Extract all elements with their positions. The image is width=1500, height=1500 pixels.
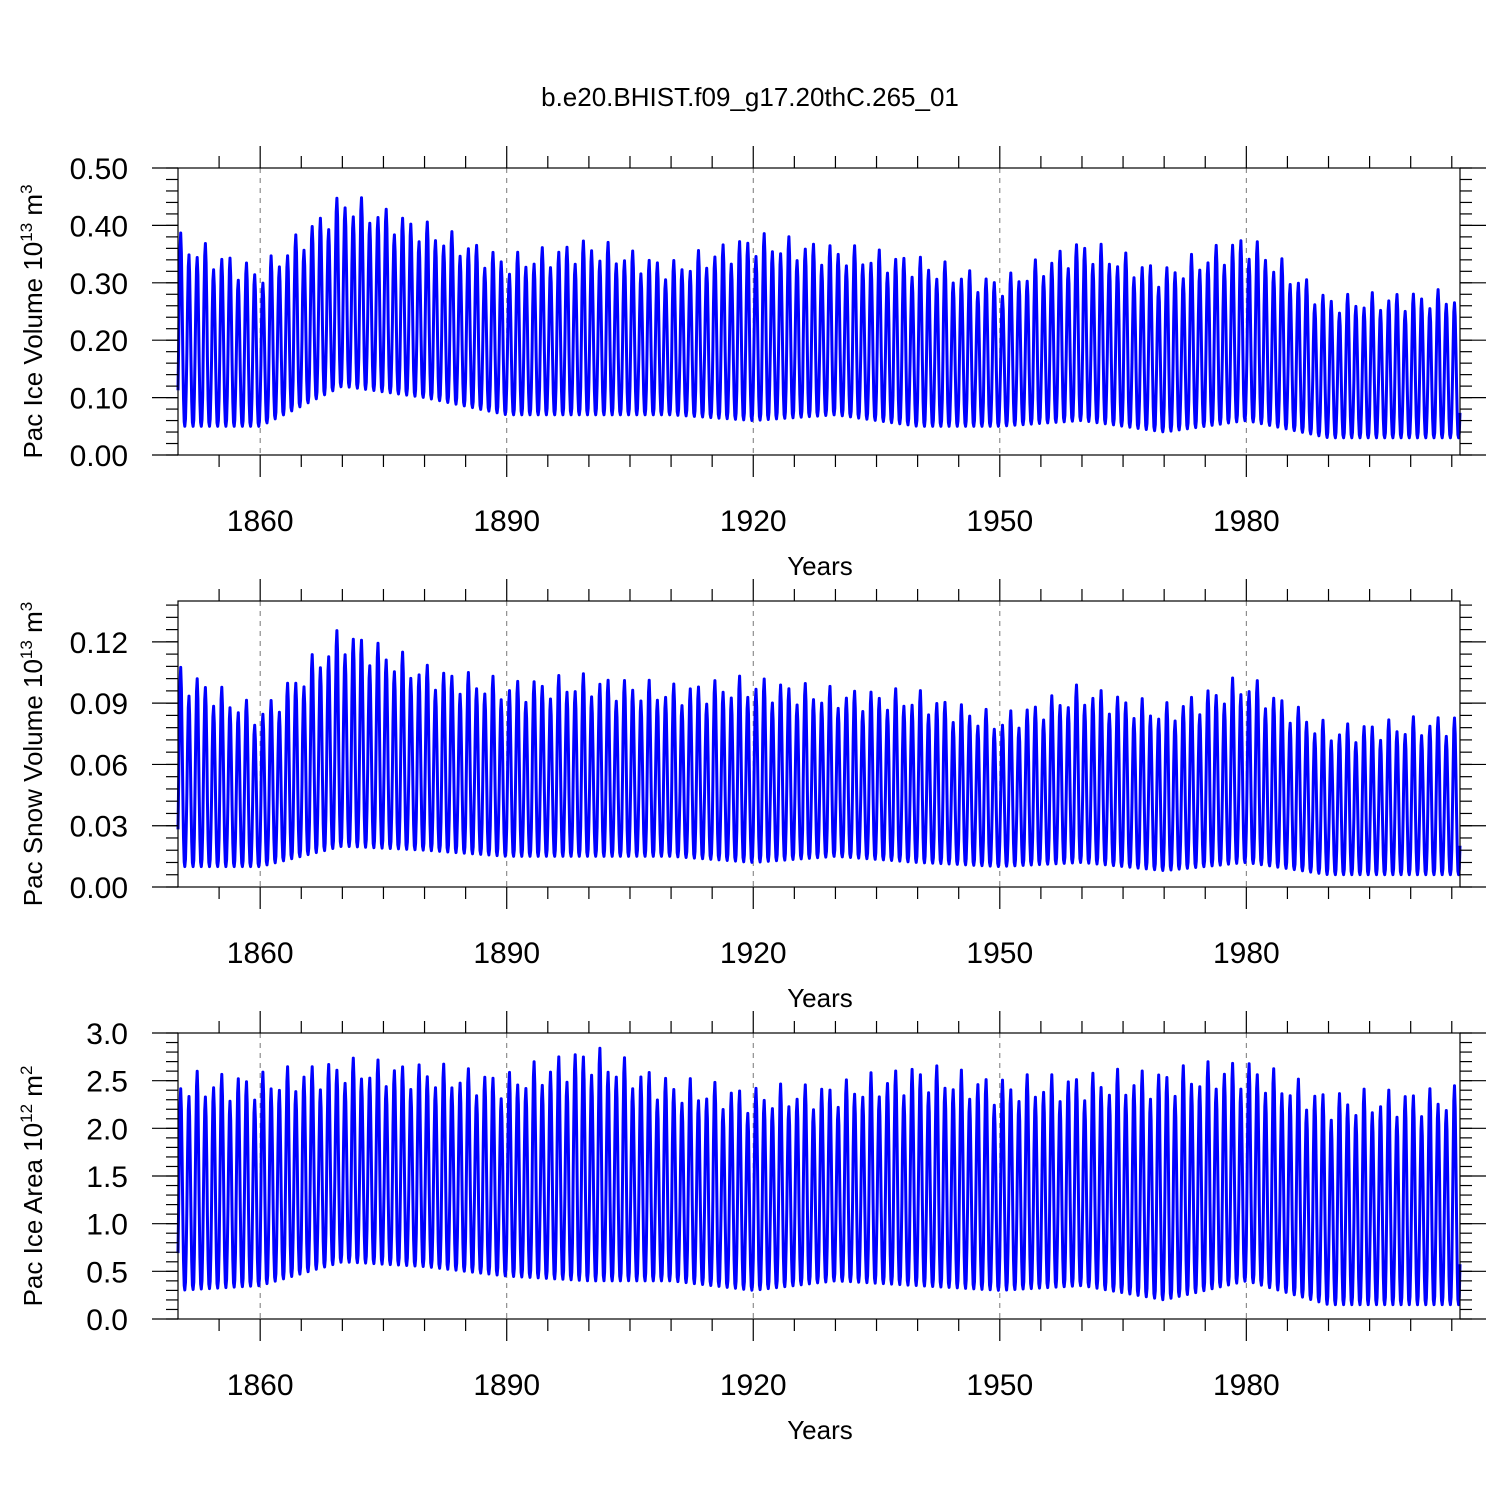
x-tick-label: 1890 (473, 505, 540, 538)
y-tick-label: 0.00 (70, 440, 128, 473)
y-tick-label: 1.0 (86, 1209, 128, 1242)
y-axis-title: Pac Ice Volume 1013 m3 (17, 184, 48, 458)
y-tick-label: 0.30 (70, 268, 128, 301)
panel-3: 0.0 0.5 1.0 1.5 2.0 2.5 3.0 1860 1890 1920 1950 198… (17, 1011, 1486, 1445)
y-tick-label: 0.09 (70, 688, 128, 721)
plot-frame (177, 600, 1461, 888)
y-tick-label: 0.50 (70, 153, 128, 186)
y-tick-label: 0.5 (86, 1256, 128, 1289)
x-tick-label: 1920 (720, 1369, 787, 1402)
y-tick-label: 0.06 (70, 749, 128, 782)
x-tick-label: 1980 (1213, 1369, 1280, 1402)
y-tick-label: 0.12 (70, 627, 128, 660)
x-tick-label: 1950 (966, 937, 1033, 970)
series-line (176, 196, 1462, 440)
x-tick-label: 1890 (473, 1369, 540, 1402)
y-tick-label: 0.0 (86, 1304, 128, 1337)
x-axis-title: Years (787, 1415, 853, 1445)
plot-frame (177, 167, 1461, 456)
y-tick-label: 0.20 (70, 325, 128, 358)
y-tick-label: 0.00 (70, 872, 128, 905)
y-tick-label: 0.10 (70, 383, 128, 416)
x-axis-title: Years (787, 983, 853, 1013)
x-tick-label: 1950 (966, 505, 1033, 538)
panel-2: 0.00 0.03 0.06 0.09 0.12 1860 1890 1920 1950 1980… (17, 579, 1486, 1013)
x-tick-label: 1860 (227, 937, 294, 970)
y-tick-label: 2.5 (86, 1066, 128, 1099)
x-tick-label: 1890 (473, 937, 540, 970)
x-tick-label: 1860 (227, 1369, 294, 1402)
x-tick-label: 1980 (1213, 505, 1280, 538)
y-axis-title: Pac Ice Area 1012 m2 (17, 1066, 48, 1307)
y-tick-label: 0.40 (70, 210, 128, 243)
y-tick-label: 2.0 (86, 1113, 128, 1146)
y-tick-label: 1.5 (86, 1161, 128, 1194)
x-tick-label: 1950 (966, 1369, 1033, 1402)
panel-1: 0.00 0.10 0.20 0.30 0.40 0.50 1860 1890 1920 1950… (17, 146, 1486, 581)
x-tick-label: 1860 (227, 505, 294, 538)
x-tick-label: 1920 (720, 937, 787, 970)
chart-title: b.e20.BHIST.f09_g17.20thC.265_01 (541, 82, 959, 112)
series-line (176, 1046, 1462, 1307)
x-tick-label: 1980 (1213, 937, 1280, 970)
x-axis-title: Years (787, 551, 853, 581)
series-line (176, 629, 1462, 877)
y-axis-title: Pac Snow Volume 1013 m3 (17, 602, 48, 906)
y-tick-label: 0.03 (70, 811, 128, 844)
y-tick-label: 3.0 (86, 1018, 128, 1051)
x-tick-label: 1920 (720, 505, 787, 538)
